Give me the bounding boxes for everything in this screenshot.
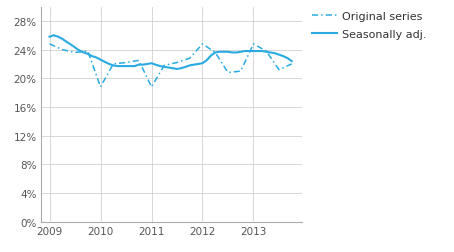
Original series [289,63,295,66]
Original series [123,62,129,65]
Seasonally adj. [106,63,112,66]
Original series [263,50,269,53]
Seasonally adj. [110,65,116,68]
Seasonally adj. [259,50,265,53]
Original series [200,43,205,46]
Original series [225,72,231,75]
Seasonally adj. [217,51,222,54]
Original series [110,63,116,66]
Seasonally adj. [47,36,52,39]
Original series [238,70,243,73]
Seasonally adj. [280,55,286,58]
Original series [251,43,256,46]
Line: Seasonally adj.: Seasonally adj. [49,36,292,70]
Original series [162,65,167,68]
Original series [187,57,192,60]
Original series [47,43,52,46]
Line: Original series: Original series [49,45,292,87]
Legend: Original series, Seasonally adj.: Original series, Seasonally adj. [312,12,427,40]
Original series [149,86,154,89]
Seasonally adj. [174,68,180,71]
Original series [174,62,180,65]
Original series [72,52,78,55]
Seasonally adj. [51,35,56,38]
Seasonally adj. [289,60,295,63]
Original series [98,86,103,89]
Original series [276,69,281,72]
Original series [136,59,142,62]
Original series [85,50,90,53]
Original series [59,49,65,52]
Original series [212,52,218,55]
Seasonally adj. [234,52,239,55]
